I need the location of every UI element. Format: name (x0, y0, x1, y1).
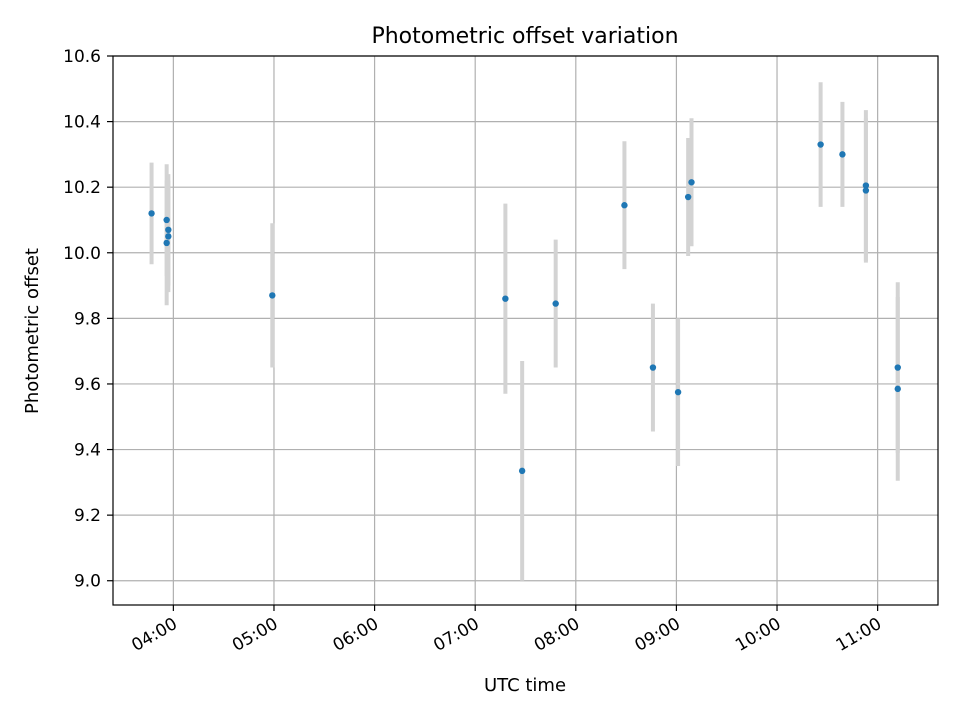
data-points (148, 141, 901, 475)
y-axis: 9.0 9.2 9.4 9.6 9.8 10.0 10.2 10.4 10.6 (63, 47, 113, 592)
data-point (862, 182, 870, 189)
y-tick-label: 9.4 (74, 441, 101, 461)
data-point (165, 226, 172, 234)
x-axis-label: UTC time (484, 675, 566, 696)
data-point (148, 210, 155, 217)
y-tick-label: 9.8 (74, 309, 101, 329)
data-point (552, 300, 559, 307)
data-point (817, 141, 824, 148)
chart-title: Photometric offset variation (371, 24, 678, 49)
data-point (894, 364, 901, 371)
data-point (674, 388, 682, 396)
data-point (684, 193, 692, 201)
data-point (269, 292, 276, 299)
data-point (862, 187, 870, 194)
data-point (621, 202, 628, 209)
data-point (165, 233, 172, 240)
y-tick-label: 10.2 (63, 178, 101, 198)
y-axis-label: Photometric offset (22, 248, 43, 414)
y-tick-label: 9.6 (74, 375, 101, 395)
data-point (688, 179, 695, 186)
data-point (839, 151, 846, 158)
data-point (163, 239, 170, 247)
plot-frame (112, 55, 939, 606)
data-point (518, 467, 526, 475)
y-tick-label: 10.6 (63, 47, 101, 67)
data-point (649, 364, 657, 371)
data-point (502, 295, 509, 302)
y-tick-label: 10.4 (63, 113, 101, 133)
data-point (163, 216, 170, 224)
y-tick-label: 9.2 (74, 506, 101, 526)
data-point (894, 385, 901, 393)
y-tick-label: 10.0 (63, 244, 101, 264)
y-tick-label: 9.0 (74, 572, 101, 592)
